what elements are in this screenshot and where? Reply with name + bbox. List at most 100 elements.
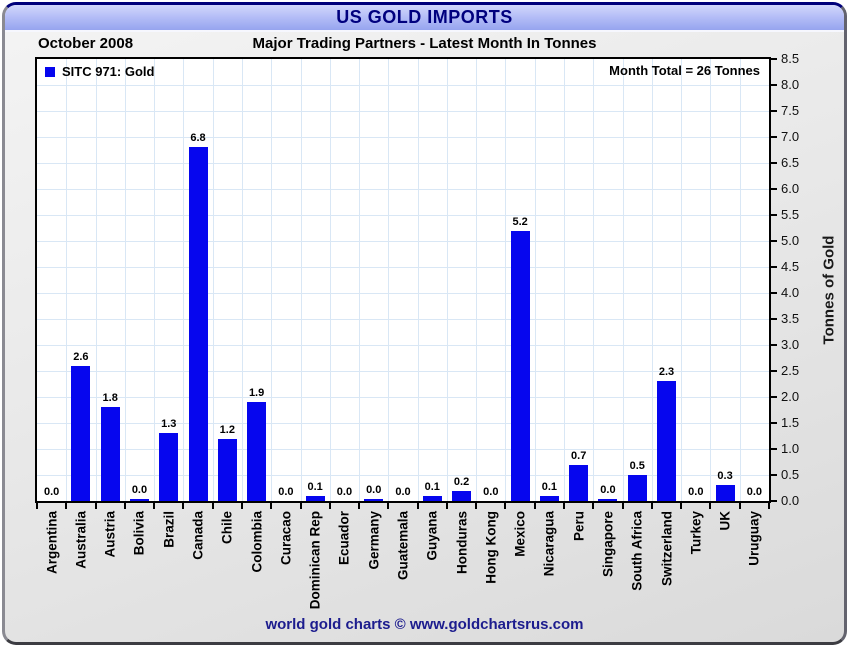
y-axis-tick xyxy=(771,292,777,294)
bar-mexico xyxy=(510,230,530,501)
bar-value-label: 0.0 xyxy=(483,486,499,498)
y-axis-tick xyxy=(771,162,777,164)
gridline-horizontal xyxy=(37,215,769,216)
gridline-vertical xyxy=(710,59,712,501)
x-axis-tick xyxy=(328,503,331,509)
gridline-vertical xyxy=(564,59,566,501)
gridline-horizontal xyxy=(37,449,769,450)
legend-swatch-icon xyxy=(45,66,55,77)
bar-peru xyxy=(569,464,589,501)
legend-label: SITC 971: Gold xyxy=(62,64,155,79)
gridline-horizontal xyxy=(37,241,769,242)
x-category-label: Hong Kong xyxy=(483,511,499,584)
x-axis-tick xyxy=(123,503,126,509)
x-axis-tick xyxy=(299,503,302,509)
gridline-vertical xyxy=(241,59,243,501)
y-axis-tick xyxy=(771,474,777,476)
gridline-vertical xyxy=(388,59,390,501)
x-category-label: Singapore xyxy=(600,511,616,578)
bar-value-label: 0.0 xyxy=(131,484,148,496)
y-axis-tick xyxy=(771,136,777,138)
gridline-vertical xyxy=(329,59,331,501)
gridline-horizontal xyxy=(37,111,769,112)
bar-dominican-rep xyxy=(305,495,325,501)
bar-singapore xyxy=(598,499,618,501)
gridline-vertical xyxy=(95,59,97,501)
bar-value-label: 0.0 xyxy=(395,486,411,498)
bar-switzerland xyxy=(657,381,677,501)
y-tick-label: 0.5 xyxy=(781,467,800,482)
y-axis-tick xyxy=(771,84,777,86)
x-axis-tick xyxy=(504,503,507,509)
period-label: October 2008 xyxy=(38,35,134,52)
x-axis-tick xyxy=(475,503,478,509)
y-axis-tick xyxy=(771,500,777,502)
x-axis-tick xyxy=(36,503,38,509)
x-axis-tick xyxy=(182,503,185,509)
x-category-label: Colombia xyxy=(249,511,265,573)
bar-value-label: 0.0 xyxy=(366,484,382,496)
x-axis-tick xyxy=(358,503,361,509)
x-category-label: Guatemala xyxy=(395,511,411,581)
y-tick-label: 8.5 xyxy=(781,51,800,66)
gridline-vertical xyxy=(651,59,653,501)
bar-germany xyxy=(364,499,384,501)
page-title: US GOLD IMPORTS xyxy=(336,7,513,27)
x-category-label: Guyana xyxy=(424,511,440,561)
bar-value-label: 0.2 xyxy=(453,475,470,488)
gridline-vertical xyxy=(446,59,448,501)
y-tick-label: 8.0 xyxy=(781,77,800,92)
x-category-label: Mexico xyxy=(512,511,528,557)
x-axis-tick xyxy=(533,503,536,509)
y-tick-label: 7.0 xyxy=(781,129,800,144)
gridline-vertical xyxy=(359,59,361,501)
x-category-label: Uruguay xyxy=(746,511,762,566)
bar-value-label: 0.0 xyxy=(43,486,60,498)
bar-chile xyxy=(217,438,237,501)
x-axis-tick xyxy=(680,503,683,509)
bar-value-label: 1.9 xyxy=(248,387,265,400)
gridline-vertical xyxy=(271,59,273,501)
plot-area: 0.0 2.6 1.8 0.0 1.3 6.8 1.2 1.9 0.0 0.1 0.0 0.0 0.0 0… xyxy=(35,57,771,503)
y-tick-label: 6.0 xyxy=(781,181,800,196)
header-row: October 2008 Major Trading Partners - La… xyxy=(5,34,844,55)
footer-credit: world gold charts © www.goldchartsrus.co… xyxy=(265,616,584,633)
gridline-vertical xyxy=(476,59,478,501)
bar-value-label: 0.3 xyxy=(717,470,733,483)
x-axis-tick xyxy=(709,503,712,509)
y-axis-tick xyxy=(771,266,777,268)
x-category-label: Austria xyxy=(102,511,118,558)
y-tick-label: 5.0 xyxy=(781,233,800,248)
gridline-vertical xyxy=(124,59,126,501)
bar-value-label: 1.2 xyxy=(219,423,235,436)
y-axis-tick xyxy=(771,318,777,320)
bar-australia xyxy=(71,365,91,501)
bar-value-label: 2.6 xyxy=(73,350,89,363)
y-axis-title: Tonnes of Gold xyxy=(820,235,838,345)
bar-value-label: 1.3 xyxy=(161,418,177,431)
gridline-vertical xyxy=(66,59,68,501)
bar-value-label: 6.8 xyxy=(190,132,206,145)
bar-canada xyxy=(188,147,208,501)
x-category-label: Australia xyxy=(73,511,89,569)
x-axis-tick xyxy=(240,503,243,509)
x-axis-tick xyxy=(621,503,624,509)
bar-value-label: 0.7 xyxy=(571,449,587,462)
gridline-horizontal xyxy=(37,85,769,86)
y-axis-tick xyxy=(771,422,777,424)
x-category-label: Germany xyxy=(366,511,382,570)
x-axis-tick xyxy=(153,503,156,509)
gridline-horizontal xyxy=(37,163,769,164)
x-category-label: Nicaragua xyxy=(541,511,557,577)
gridline-horizontal xyxy=(37,267,769,268)
y-axis-tick xyxy=(771,188,777,190)
bar-value-label: 5.2 xyxy=(512,215,528,228)
bar-honduras xyxy=(452,490,472,501)
gridline-vertical xyxy=(622,59,624,501)
x-category-label: Turkey xyxy=(688,511,704,555)
x-category-label: Switzerland xyxy=(659,511,675,587)
y-tick-label: 4.5 xyxy=(781,259,800,274)
x-axis-tick xyxy=(416,503,419,509)
y-tick-label: 2.5 xyxy=(781,363,800,378)
